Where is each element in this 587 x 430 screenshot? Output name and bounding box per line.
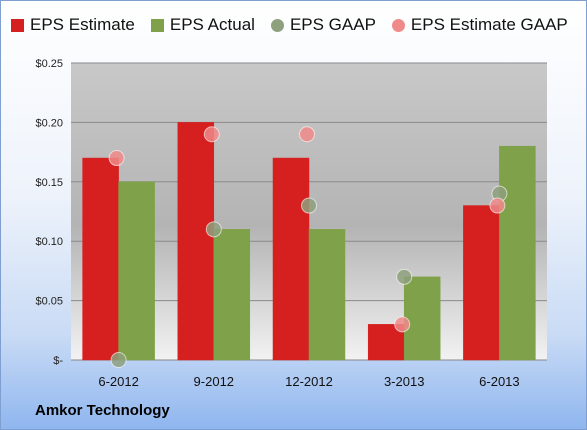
x-tick-label: 6-2013 bbox=[479, 374, 519, 389]
legend-label: EPS Estimate GAAP bbox=[410, 15, 568, 34]
bar-eps-actual bbox=[499, 145, 536, 361]
marker-eps-estimate-gaap bbox=[489, 197, 506, 214]
marker-eps-gaap bbox=[110, 352, 127, 368]
legend-swatch bbox=[391, 18, 405, 32]
legend-label: EPS Actual bbox=[169, 15, 255, 34]
bar-eps-actual bbox=[118, 181, 155, 361]
x-tick-label: 3-2013 bbox=[384, 374, 424, 389]
bar-eps-estimate bbox=[82, 157, 119, 361]
chart-legend: EPS Estimate EPS Actual EPS GAAP EPS Estima… bbox=[1, 15, 586, 35]
legend-item-eps-actual: EPS Actual bbox=[150, 15, 255, 35]
legend-item-eps-estimate: EPS Estimate bbox=[11, 15, 135, 35]
marker-eps-estimate-gaap bbox=[394, 316, 411, 333]
bar-eps-actual bbox=[213, 229, 251, 361]
x-tick-label: 6-2012 bbox=[98, 374, 138, 389]
y-tick-label: $0.15 bbox=[35, 177, 63, 189]
x-tick-label: 12-2012 bbox=[285, 374, 333, 389]
bar-eps-actual bbox=[403, 276, 441, 361]
y-tick-label: $- bbox=[53, 355, 63, 367]
x-tick-label: 9-2012 bbox=[194, 374, 234, 389]
y-tick-label: $0.10 bbox=[35, 236, 63, 248]
legend-swatch bbox=[11, 18, 24, 32]
bar-eps-estimate bbox=[177, 122, 215, 361]
legend-item-eps-gaap: EPS GAAP bbox=[270, 15, 376, 35]
bar-eps-estimate bbox=[463, 205, 500, 361]
y-tick-label: $0.05 bbox=[35, 296, 63, 308]
legend-swatch bbox=[270, 18, 284, 32]
marker-eps-estimate-gaap bbox=[299, 126, 315, 143]
marker-eps-gaap bbox=[396, 268, 413, 285]
marker-eps-gaap bbox=[301, 197, 317, 214]
marker-eps-estimate-gaap bbox=[108, 150, 125, 167]
marker-eps-gaap bbox=[205, 221, 222, 238]
marker-eps-estimate-gaap bbox=[203, 126, 220, 143]
legend-label: EPS Estimate bbox=[30, 15, 135, 34]
bar-eps-estimate bbox=[272, 157, 310, 361]
y-tick-label: $0.20 bbox=[35, 117, 63, 129]
legend-item-eps-estimate-gaap: EPS Estimate GAAP bbox=[391, 15, 568, 35]
bar-eps-actual bbox=[308, 229, 346, 361]
legend-label: EPS GAAP bbox=[289, 15, 376, 34]
legend-swatch bbox=[150, 18, 164, 32]
company-name: Amkor Technology bbox=[35, 402, 170, 419]
y-tick-label: $0.25 bbox=[35, 58, 63, 70]
